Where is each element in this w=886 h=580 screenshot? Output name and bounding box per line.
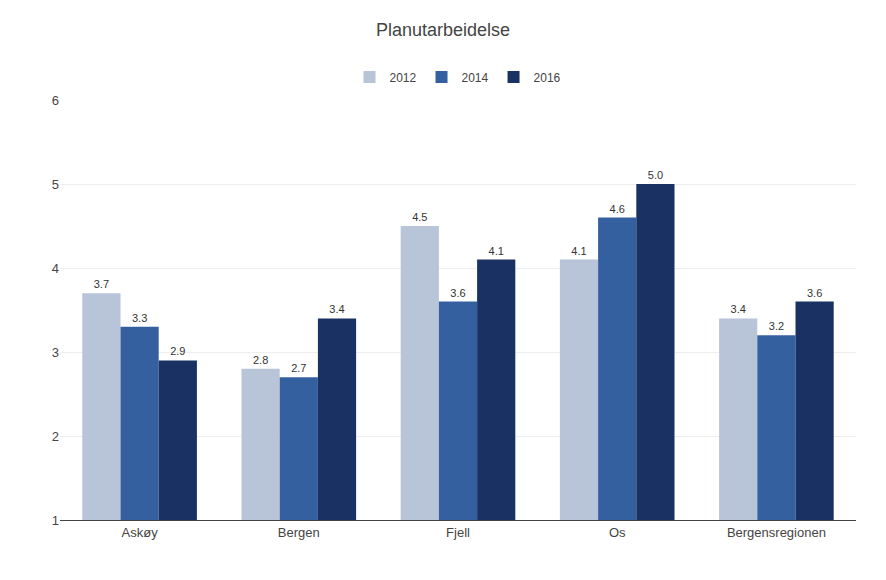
svg-text:3.7: 3.7 bbox=[94, 278, 109, 290]
svg-text:4: 4 bbox=[52, 261, 59, 276]
svg-text:3.4: 3.4 bbox=[329, 303, 344, 315]
svg-text:5: 5 bbox=[52, 177, 59, 192]
svg-text:4.1: 4.1 bbox=[489, 245, 504, 257]
svg-text:2.7: 2.7 bbox=[291, 362, 306, 374]
svg-text:2014: 2014 bbox=[462, 71, 489, 85]
svg-text:4.5: 4.5 bbox=[412, 211, 427, 223]
svg-text:4.6: 4.6 bbox=[610, 203, 625, 215]
svg-text:3.6: 3.6 bbox=[807, 287, 822, 299]
svg-text:Askøy: Askøy bbox=[122, 525, 159, 540]
svg-text:2016: 2016 bbox=[534, 71, 561, 85]
svg-text:3.3: 3.3 bbox=[132, 312, 147, 324]
svg-text:Fjell: Fjell bbox=[446, 525, 470, 540]
svg-text:1: 1 bbox=[52, 513, 59, 528]
svg-text:3.6: 3.6 bbox=[450, 287, 465, 299]
svg-text:Bergen: Bergen bbox=[278, 525, 320, 540]
svg-text:5.0: 5.0 bbox=[648, 169, 663, 181]
svg-text:3.2: 3.2 bbox=[769, 320, 784, 332]
svg-text:2: 2 bbox=[52, 429, 59, 444]
svg-text:6: 6 bbox=[52, 93, 59, 108]
svg-text:Bergensregionen: Bergensregionen bbox=[727, 525, 826, 540]
svg-text:Os: Os bbox=[609, 525, 626, 540]
svg-text:2.8: 2.8 bbox=[253, 354, 268, 366]
svg-text:2012: 2012 bbox=[390, 71, 417, 85]
svg-text:2.9: 2.9 bbox=[170, 345, 185, 357]
svg-text:Planutarbeidelse: Planutarbeidelse bbox=[376, 20, 510, 40]
svg-text:3.4: 3.4 bbox=[731, 303, 746, 315]
svg-text:4.1: 4.1 bbox=[571, 245, 586, 257]
svg-text:3: 3 bbox=[52, 345, 59, 360]
